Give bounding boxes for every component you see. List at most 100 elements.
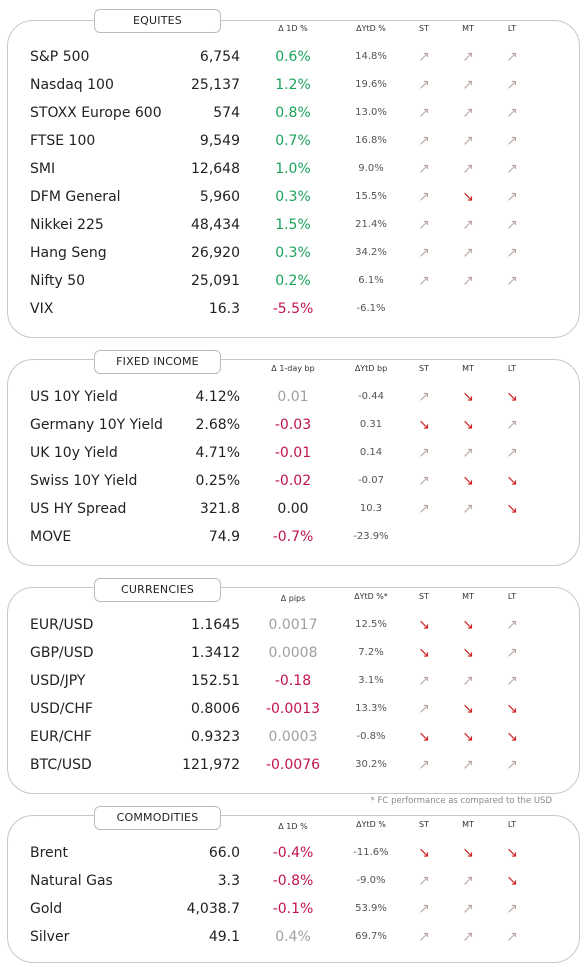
header-ytd: ΔYtD bp [354,364,388,373]
instrument-value: 74.9 [208,529,240,545]
daily-change: 0.8% [275,105,311,121]
header-ytd: ΔYtD %* [354,592,388,601]
short-term-trend-icon: ↗ [418,701,430,717]
instrument-value: 25,091 [191,273,240,289]
daily-change: -0.1% [272,901,314,917]
short-term-trend-icon: ↗ [418,757,430,773]
instrument-name: Swiss 10Y Yield [30,473,138,489]
ytd-change: 12.5% [355,619,387,630]
header-lt: LT [507,24,517,33]
short-term-trend-icon: ↘ [418,617,430,633]
daily-change: 0.3% [275,245,311,261]
currencies-title: CURRENCIES [94,578,221,602]
instrument-value: 0.9323 [191,729,240,745]
ytd-change: -23.9% [353,531,389,542]
short-term-trend-icon: ↗ [418,273,430,289]
table-row: STOXX Europe 600 574 0.8% 13.0% ↗ ↗ ↗ [0,99,586,127]
ytd-change: 0.14 [359,447,383,458]
ytd-change: 13.3% [355,703,387,714]
instrument-value: 574 [213,105,240,121]
medium-term-trend-icon: ↗ [462,105,474,121]
header-ytd: ΔYtD % [356,24,386,33]
ytd-change: 21.4% [355,219,387,230]
header-st: ST [419,592,429,601]
daily-change: 0.01 [277,389,309,405]
instrument-name: DFM General [30,189,121,205]
instrument-value: 16.3 [208,301,240,317]
currencies-footnote: * FC performance as compared to the USD [370,796,552,806]
instrument-value: 48,434 [191,217,240,233]
daily-change: -0.0013 [265,701,321,717]
instrument-name: Nasdaq 100 [30,77,114,93]
daily-change: -0.02 [274,473,312,489]
daily-change: 0.2% [275,273,311,289]
instrument-name: Brent [30,845,69,861]
medium-term-trend-icon: ↗ [462,217,474,233]
short-term-trend-icon: ↗ [418,217,430,233]
short-term-trend-icon: ↗ [418,445,430,461]
ytd-change: 30.2% [355,759,387,770]
long-term-trend-icon: ↗ [506,757,518,773]
long-term-trend-icon: ↗ [506,245,518,261]
ytd-change: -11.6% [353,847,389,858]
long-term-trend-icon: ↘ [506,701,518,717]
ytd-change: 0.31 [359,419,383,430]
header-st: ST [419,364,429,373]
daily-change: -0.4% [272,845,314,861]
instrument-name: Nifty 50 [30,273,86,289]
header-st: ST [419,24,429,33]
daily-change: 0.3% [275,189,311,205]
daily-change: 0.0003 [268,729,318,745]
ytd-change: -0.44 [358,391,384,402]
header-mt: MT [462,820,474,829]
instrument-name: GBP/USD [30,645,94,661]
medium-term-trend-icon: ↗ [462,77,474,93]
instrument-value: 0.8006 [191,701,240,717]
long-term-trend-icon: ↘ [506,845,518,861]
short-term-trend-icon: ↗ [418,389,430,405]
instrument-value: 321.8 [199,501,240,517]
short-term-trend-icon: ↗ [418,929,430,945]
ytd-change: 69.7% [355,931,387,942]
daily-change: 1.2% [275,77,311,93]
long-term-trend-icon: ↗ [506,901,518,917]
daily-change: 1.0% [275,161,311,177]
daily-change: -5.5% [272,301,314,317]
long-term-trend-icon: ↗ [506,617,518,633]
long-term-trend-icon: ↗ [506,673,518,689]
medium-term-trend-icon: ↗ [462,273,474,289]
long-term-trend-icon: ↗ [506,217,518,233]
short-term-trend-icon: ↗ [418,245,430,261]
short-term-trend-icon: ↗ [418,901,430,917]
long-term-trend-icon: ↗ [506,445,518,461]
ytd-change: 19.6% [355,79,387,90]
table-row: Hang Seng 26,920 0.3% 34.2% ↗ ↗ ↗ [0,239,586,267]
table-row: Brent 66.0 -0.4% -11.6% ↘ ↘ ↘ [0,839,586,867]
instrument-name: MOVE [30,529,72,545]
instrument-name: USD/JPY [30,673,86,689]
header-lt: LT [507,592,517,601]
fixed-income-panel [7,359,580,566]
ytd-change: 3.1% [358,675,384,686]
table-row: SMI 12,648 1.0% 9.0% ↗ ↗ ↗ [0,155,586,183]
daily-change: 0.4% [275,929,311,945]
long-term-trend-icon: ↗ [506,77,518,93]
instrument-value: 152.51 [191,673,240,689]
instrument-value: 4.12% [195,389,240,405]
instrument-value: 2.68% [195,417,240,433]
ytd-change: -0.8% [356,731,386,742]
instrument-name: BTC/USD [30,757,92,773]
short-term-trend-icon: ↘ [418,845,430,861]
ytd-change: 34.2% [355,247,387,258]
medium-term-trend-icon: ↘ [462,729,474,745]
ytd-change: 14.8% [355,51,387,62]
header-lt: LT [507,364,517,373]
table-row: GBP/USD 1.3412 0.0008 7.2% ↘ ↘ ↗ [0,639,586,667]
short-term-trend-icon: ↘ [418,645,430,661]
table-row: S&P 500 6,754 0.6% 14.8% ↗ ↗ ↗ [0,43,586,71]
table-row: FTSE 100 9,549 0.7% 16.8% ↗ ↗ ↗ [0,127,586,155]
short-term-trend-icon: ↘ [418,417,430,433]
instrument-value: 9,549 [199,133,240,149]
daily-change: -0.01 [274,445,312,461]
table-row: Germany 10Y Yield 2.68% -0.03 0.31 ↘ ↘ ↗ [0,411,586,439]
